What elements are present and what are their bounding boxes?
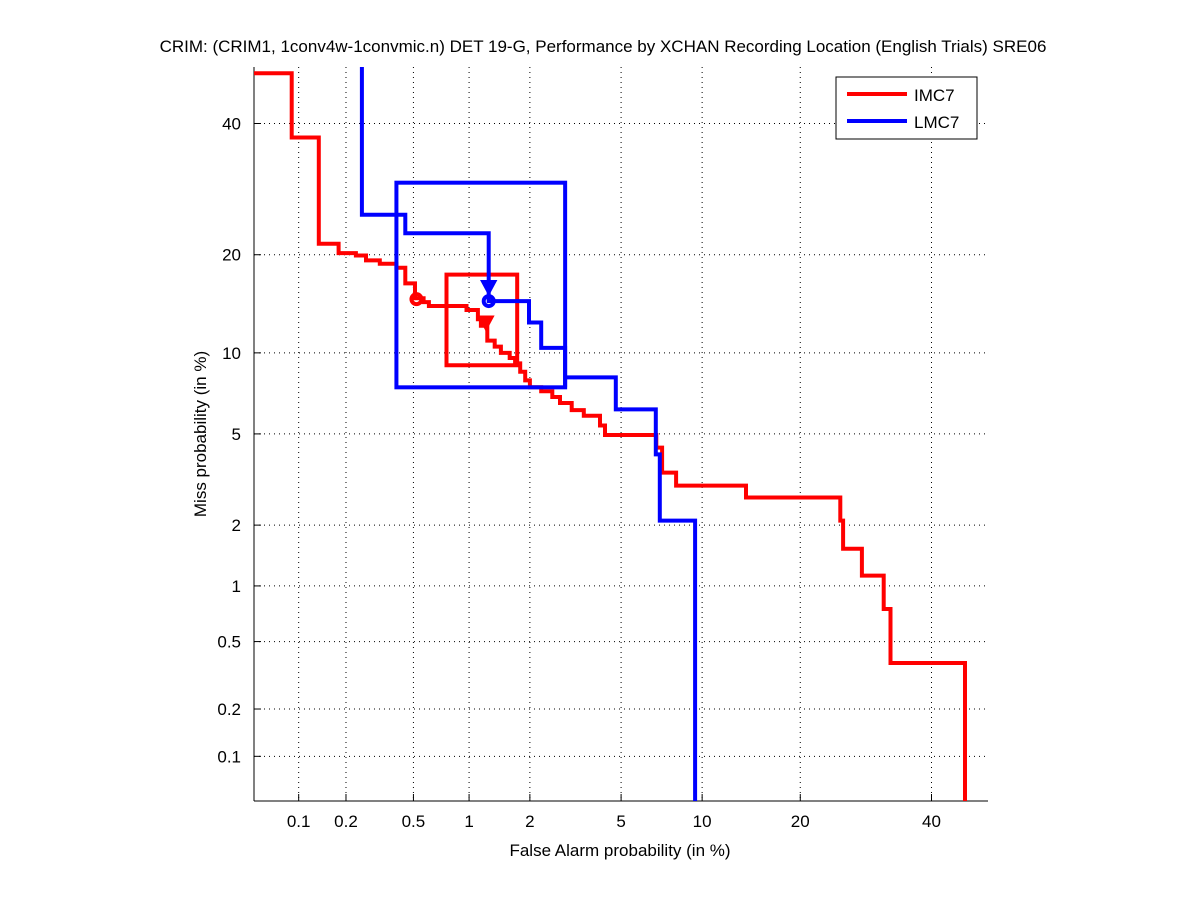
y-tick-label: 0.5: [217, 633, 241, 652]
y-tick-label: 5: [232, 425, 241, 444]
y-axis-label: Miss probability (in %): [191, 351, 210, 517]
x-tick-label: 5: [616, 812, 625, 831]
x-tick-label: 2: [525, 812, 534, 831]
x-tick-label: 0.5: [402, 812, 426, 831]
act-dcf-marker-imc7: [477, 315, 495, 332]
x-tick-labels: 0.1 0.2 0.5 1 2 5 10 20 40: [287, 812, 941, 831]
series-lmc7: [359, 67, 698, 801]
x-tick-label: 40: [922, 812, 941, 831]
x-tick-label: 0.1: [287, 812, 311, 831]
y-tick-label: 2: [232, 516, 241, 535]
y-tick-labels: 0.1 0.2 0.5 1 2 5 10 20 40: [217, 115, 241, 767]
y-tick-label: 1: [232, 577, 241, 596]
legend-box: [835, 76, 978, 140]
legend-label-imc7: IMC7: [914, 86, 955, 105]
series-layer: [254, 67, 967, 801]
x-tick-label: 10: [693, 812, 712, 831]
legend-label-lmc7: LMC7: [914, 113, 959, 132]
x-tick-label: 0.2: [334, 812, 358, 831]
confidence-box-lmc7: [394, 180, 568, 390]
det-curve-lmc7: [359, 67, 698, 801]
legend: IMC7 LMC7: [835, 76, 978, 140]
y-tick-label: 0.2: [217, 700, 241, 719]
chart-title: CRIM: (CRIM1, 1conv4w-1convmic.n) DET 19…: [160, 37, 1047, 56]
min-dcf-marker-imc7: [409, 292, 424, 307]
x-tick-label: 1: [464, 812, 473, 831]
confidence-box-imc7: [444, 272, 520, 368]
y-tick-label: 40: [222, 115, 241, 134]
axes: [253, 67, 988, 802]
x-axis-label: False Alarm probability (in %): [509, 841, 730, 860]
act-dcf-marker-lmc7: [480, 280, 498, 297]
y-tick-label: 20: [222, 246, 241, 265]
x-tick-label: 20: [791, 812, 810, 831]
y-tick-label: 0.1: [217, 747, 241, 766]
y-tick-label: 10: [222, 344, 241, 363]
